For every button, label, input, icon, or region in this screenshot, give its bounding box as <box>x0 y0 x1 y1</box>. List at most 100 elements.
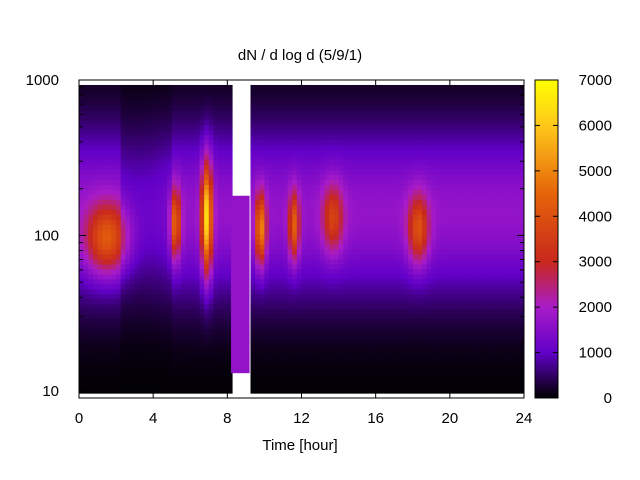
heatmap-cell <box>463 234 469 240</box>
heatmap-cell <box>296 99 303 106</box>
heatmap-cell <box>366 268 372 275</box>
heatmap-cell <box>412 373 418 379</box>
heatmap-cell <box>157 114 164 121</box>
heatmap-cell <box>454 99 460 106</box>
heatmap-cell <box>408 303 414 310</box>
heatmap-cell <box>287 363 293 369</box>
heatmap-cell <box>180 124 187 131</box>
heatmap-cell <box>250 224 256 230</box>
heatmap-cell <box>190 204 196 210</box>
heatmap-cell <box>296 338 303 344</box>
heatmap-cell <box>361 224 367 230</box>
heatmap-cell <box>375 373 381 379</box>
heatmap-cell <box>417 278 423 285</box>
heatmap-cell <box>361 124 367 131</box>
heatmap-cell <box>92 124 99 131</box>
heatmap-cell <box>357 174 363 180</box>
heatmap-cell <box>171 229 177 235</box>
heatmap-cell <box>371 159 377 166</box>
heatmap-cell <box>282 189 289 195</box>
heatmap-cell <box>264 179 270 185</box>
heatmap-cell <box>199 243 205 250</box>
heatmap-cell <box>157 149 164 156</box>
heatmap-cell <box>384 124 391 131</box>
heatmap-cell <box>459 278 465 285</box>
heatmap-cell <box>180 144 187 151</box>
heatmap-cell <box>185 119 191 126</box>
heatmap-cell <box>273 129 279 136</box>
heatmap-cell <box>384 84 391 91</box>
heatmap-cell <box>102 308 108 315</box>
heatmap-cell <box>218 169 224 176</box>
heatmap-cell <box>310 239 317 245</box>
heatmap-cell <box>180 119 187 126</box>
heatmap-cell <box>361 94 367 101</box>
heatmap-cell <box>426 154 432 161</box>
heatmap-cell <box>190 159 196 166</box>
heatmap-cell <box>426 94 432 101</box>
heatmap-cell <box>111 293 117 300</box>
heatmap-cell <box>269 149 275 156</box>
heatmap-cell <box>440 383 446 389</box>
heatmap-cell <box>218 283 224 290</box>
heatmap-cell <box>380 288 386 295</box>
heatmap-cell <box>445 164 451 171</box>
heatmap-cell <box>153 283 159 290</box>
heatmap-cell <box>320 278 326 285</box>
heatmap-cell <box>153 99 159 106</box>
heatmap-cell <box>227 144 233 151</box>
heatmap-cell <box>185 363 191 369</box>
heatmap-cell <box>366 318 372 325</box>
heatmap-cell <box>445 243 451 250</box>
heatmap-cell <box>259 348 266 354</box>
heatmap-cell <box>459 268 465 275</box>
heatmap-cell <box>366 258 372 265</box>
heatmap-cell <box>106 114 113 121</box>
heatmap-cell <box>412 273 418 280</box>
heatmap-cell <box>417 368 423 374</box>
heatmap-cell <box>255 234 261 240</box>
heatmap-cell <box>162 139 168 146</box>
heatmap-cell <box>79 109 85 116</box>
heatmap-cell <box>88 164 94 171</box>
heatmap-cell <box>143 388 150 394</box>
heatmap-cell <box>278 343 284 349</box>
heatmap-cell <box>426 194 432 200</box>
heatmap-cell <box>264 214 270 220</box>
heatmap-cell <box>408 243 414 250</box>
heatmap-cell <box>352 308 358 315</box>
heatmap-cell <box>204 313 210 320</box>
heatmap-cell <box>213 124 219 131</box>
heatmap-cell <box>120 323 126 330</box>
heatmap-cell <box>79 368 85 374</box>
heatmap-cell <box>384 239 391 245</box>
heatmap-cell <box>306 363 312 369</box>
heatmap-cell <box>422 234 428 240</box>
heatmap-cell <box>97 293 103 300</box>
heatmap-cell <box>278 353 284 359</box>
heatmap-cell <box>347 313 354 320</box>
heatmap-cell <box>106 373 113 379</box>
heatmap-cell <box>384 164 391 171</box>
heatmap-cell <box>222 164 228 171</box>
heatmap-cell <box>227 174 233 180</box>
heatmap-cell <box>389 139 395 146</box>
heatmap-cell <box>380 89 386 96</box>
heatmap-cell <box>264 293 270 300</box>
heatmap-cell <box>139 84 145 91</box>
heatmap-cell <box>282 159 289 166</box>
heatmap-cell <box>296 224 303 230</box>
heatmap-cell <box>310 258 317 265</box>
heatmap-cell <box>218 303 224 310</box>
heatmap-cell <box>204 353 210 359</box>
heatmap-cell <box>134 189 140 195</box>
heatmap-cell <box>454 144 460 151</box>
heatmap-cell <box>102 388 108 394</box>
heatmap-cell <box>180 224 187 230</box>
heatmap-cell <box>213 253 219 260</box>
heatmap-cell <box>287 114 293 121</box>
heatmap-cell <box>347 154 354 161</box>
heatmap-cell <box>88 258 94 265</box>
heatmap-cell <box>264 378 270 384</box>
heatmap-cell <box>306 258 312 265</box>
